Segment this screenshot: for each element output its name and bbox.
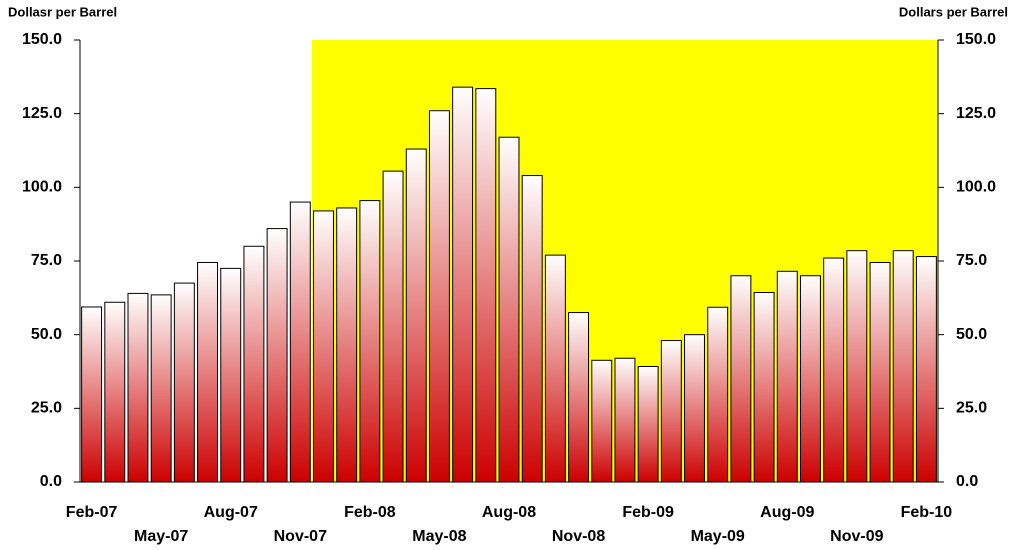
bar (521, 175, 543, 483)
x-tick-label: Nov-09 (830, 528, 883, 545)
bar (266, 228, 288, 483)
bar (475, 88, 497, 483)
y2-tick-label: 75.0 (956, 252, 987, 269)
bar (730, 275, 752, 483)
bar (243, 245, 265, 483)
y2-axis-title: Dollars per Barrel (899, 4, 1008, 19)
y2-tick-label: 50.0 (956, 326, 987, 343)
bar (591, 359, 613, 483)
y2-tick-label: 0.0 (956, 473, 978, 490)
y-tick-label: 100.0 (22, 179, 62, 196)
x-tick-label: Feb-10 (901, 504, 953, 521)
bar (428, 110, 450, 483)
bar (81, 306, 103, 483)
bar (405, 148, 427, 483)
y2-tick-label: 150.0 (956, 31, 996, 48)
x-tick-label: Nov-08 (552, 528, 605, 545)
x-tick-label: Feb-08 (344, 504, 396, 521)
x-tick-label: Aug-07 (204, 504, 258, 521)
bar (127, 292, 149, 483)
y-tick-label: 0.0 (40, 473, 62, 490)
y-tick-label: 50.0 (31, 326, 62, 343)
bar (150, 294, 172, 483)
bar (359, 200, 381, 483)
bar (568, 312, 590, 483)
bar (104, 301, 126, 483)
bar (220, 267, 242, 483)
bar (336, 207, 358, 483)
x-tick-label: Feb-09 (622, 504, 674, 521)
x-tick-label: May-07 (134, 528, 188, 545)
bar (776, 270, 798, 483)
y-tick-label: 25.0 (31, 400, 62, 417)
bar (753, 292, 775, 483)
bar (313, 210, 334, 483)
bar (498, 136, 520, 483)
x-tick-label: May-09 (691, 528, 745, 545)
x-tick-label: Aug-09 (760, 504, 814, 521)
bar (869, 261, 891, 483)
x-tick-label: Nov-07 (274, 528, 327, 545)
bar (289, 201, 311, 483)
y2-tick-label: 125.0 (956, 105, 996, 122)
y-tick-label: 125.0 (22, 105, 62, 122)
bar (382, 170, 404, 483)
y2-tick-label: 100.0 (956, 179, 996, 196)
bar (544, 254, 566, 483)
y-tick-label: 75.0 (31, 252, 62, 269)
bar (684, 334, 705, 483)
bar (452, 86, 474, 483)
x-tick-label: Aug-08 (482, 504, 536, 521)
bar (823, 257, 845, 483)
bar (892, 250, 914, 483)
bar (660, 340, 682, 483)
bar (197, 261, 219, 483)
y2-tick-label: 25.0 (956, 400, 987, 417)
bar (846, 250, 868, 483)
bar (173, 282, 195, 483)
bar (915, 256, 937, 483)
y-tick-label: 150.0 (22, 31, 62, 48)
x-tick-label: Feb-07 (66, 504, 118, 521)
y-axis-title: Dollasr per Barrel (8, 4, 117, 19)
bar (614, 357, 636, 483)
bar (799, 275, 821, 483)
bar (707, 306, 729, 483)
bar (637, 365, 659, 483)
x-tick-label: May-08 (412, 528, 466, 545)
